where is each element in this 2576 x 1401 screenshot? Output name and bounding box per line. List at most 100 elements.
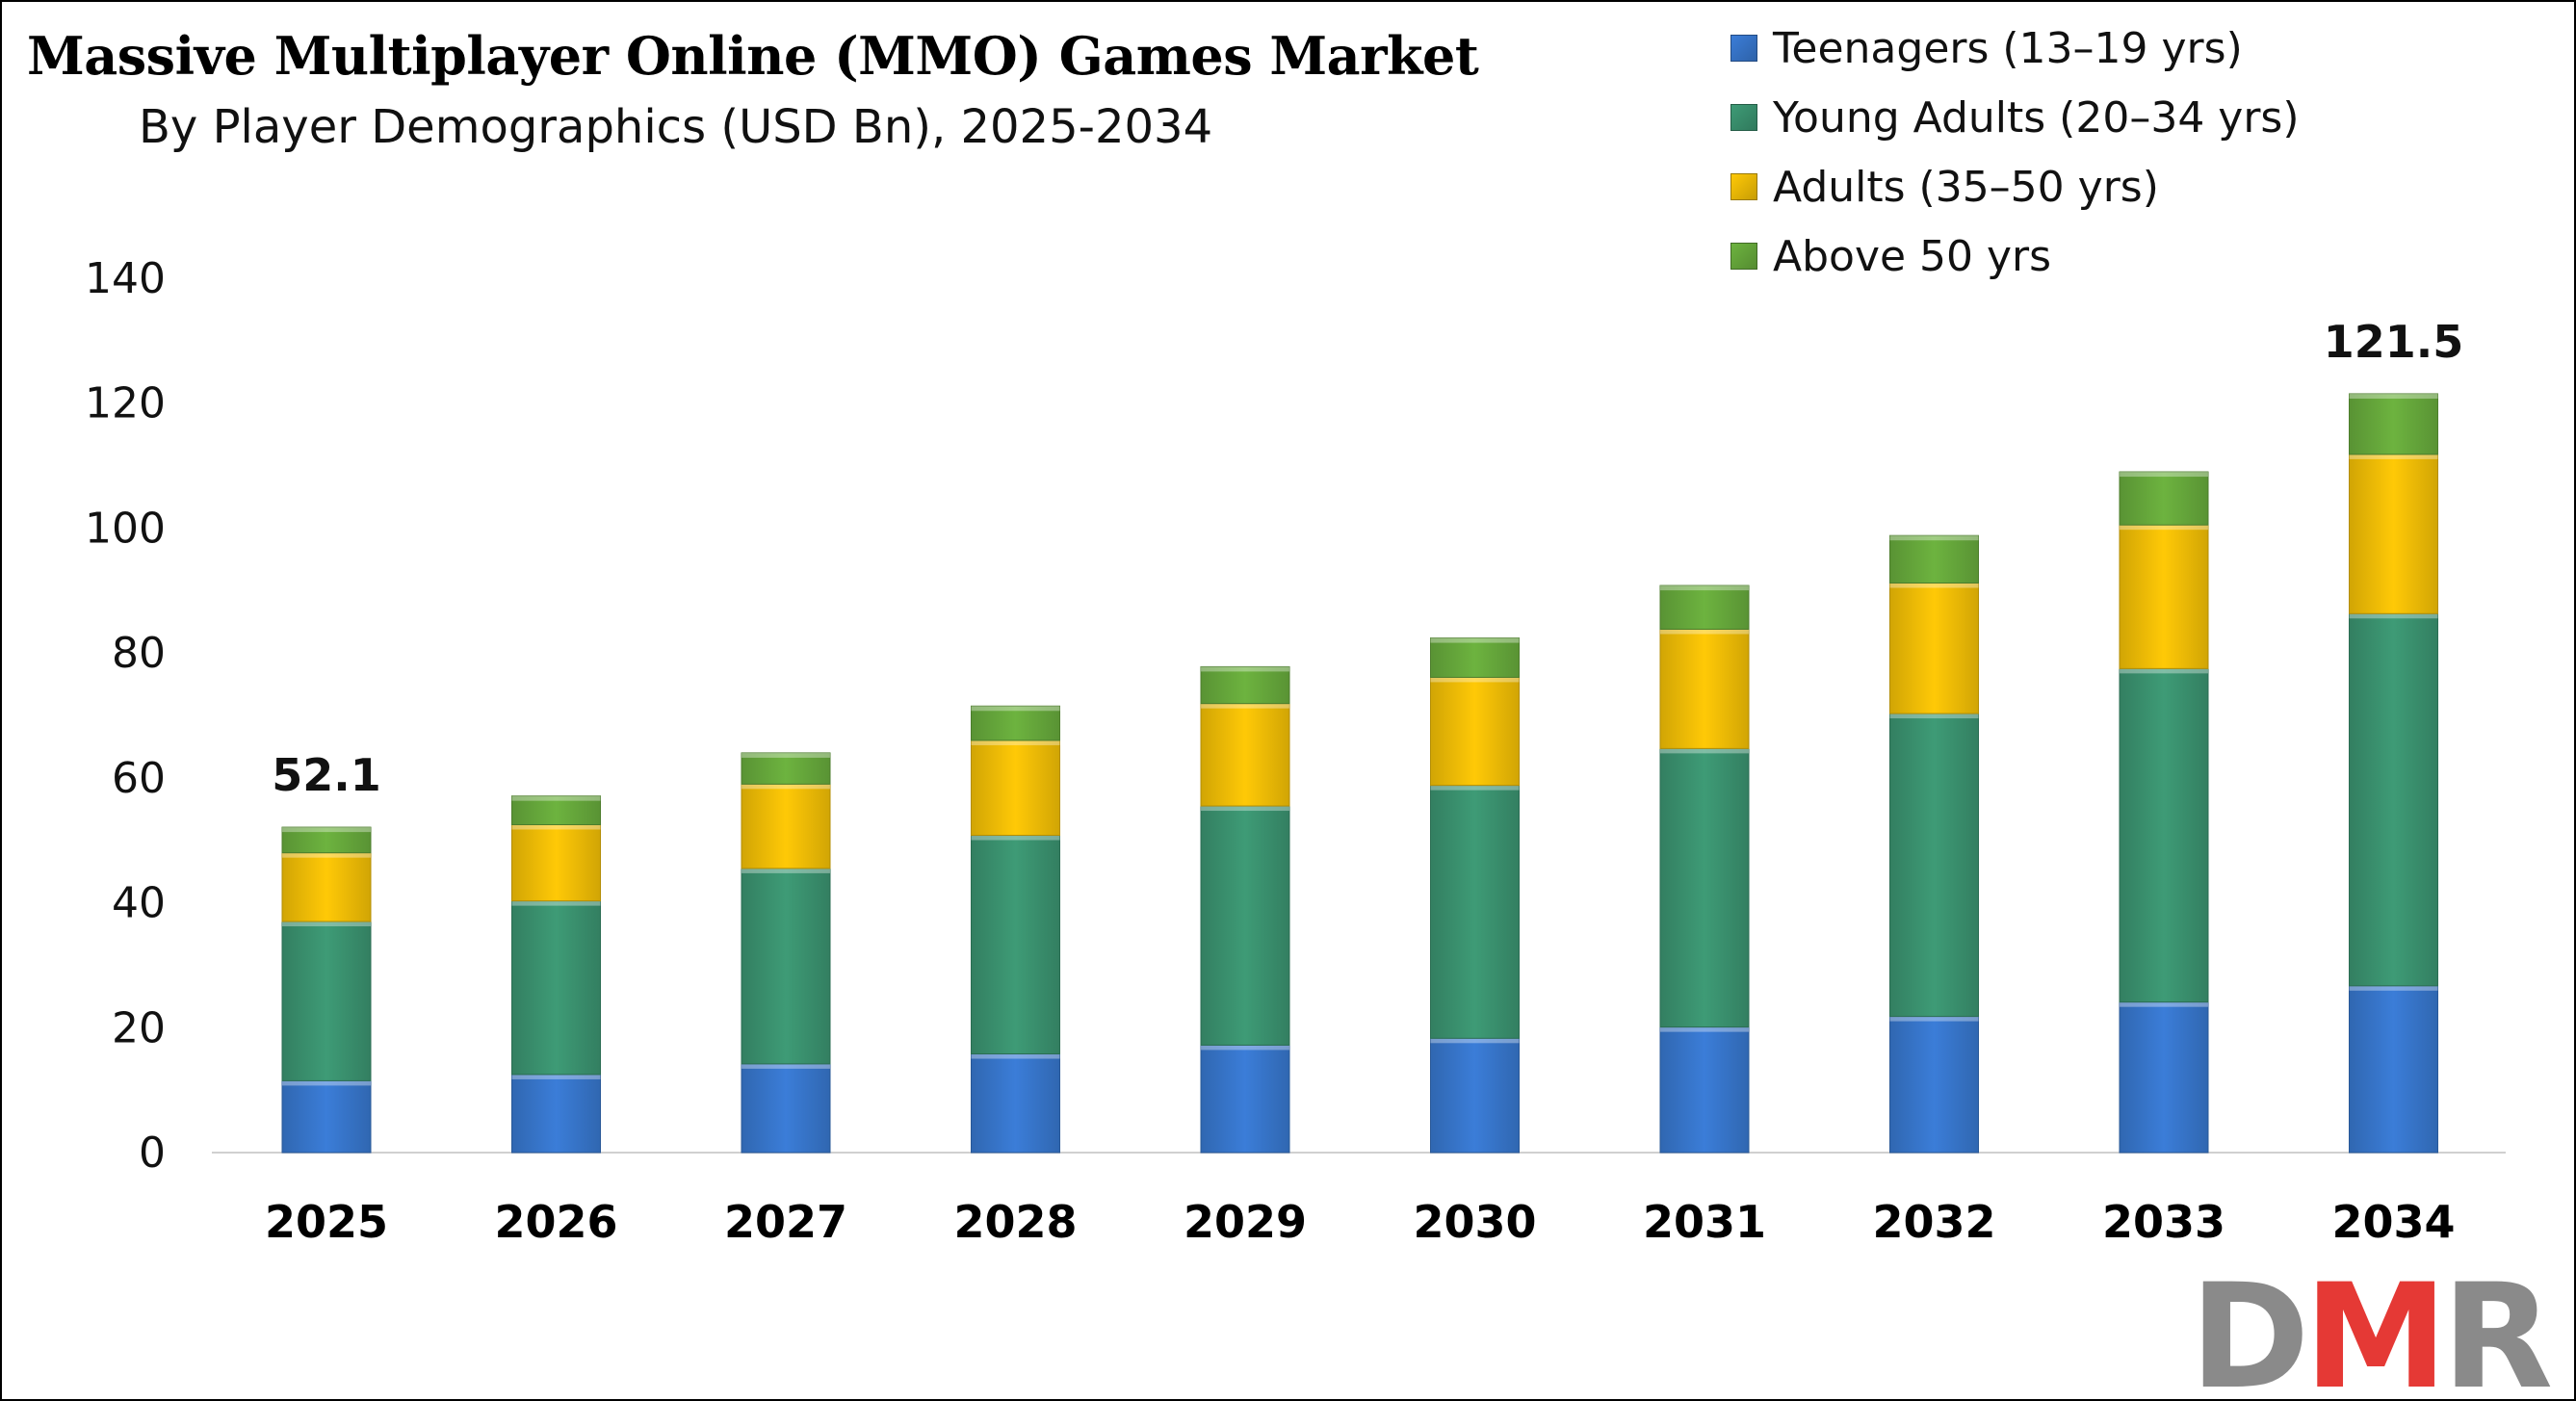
legend-label: Adults (35–50 yrs): [1773, 162, 2159, 212]
bar-segment: [1200, 665, 1290, 705]
legend-swatch: [1730, 104, 1757, 131]
bar-segment: [1659, 747, 1750, 1028]
dmr-logo: DMR: [2190, 1271, 2557, 1396]
bar-segment: [1889, 583, 1979, 714]
y-tick-label: 80: [112, 629, 166, 678]
bar-segment: [1430, 785, 1520, 1039]
y-tick-label: 40: [112, 879, 166, 928]
bar-segment: [971, 1053, 1060, 1154]
x-tick-label: 2031: [1643, 1196, 1766, 1248]
bar-segment-highlight: [742, 1063, 830, 1069]
x-tick-label: 2032: [1872, 1196, 1995, 1248]
bar-segment-highlight: [282, 1080, 371, 1086]
bar-segment-highlight: [1201, 806, 1289, 812]
bar-segment: [511, 900, 601, 1076]
bar-segment-highlight: [971, 835, 1060, 841]
legend-item: Above 50 yrs: [1730, 221, 2300, 291]
bar-segment-highlight: [971, 739, 1060, 745]
legend-item: Young Adults (20–34 yrs): [1730, 83, 2300, 152]
bar-segment: [1659, 1026, 1750, 1154]
bar-segment: [1200, 1044, 1290, 1154]
bar-segment-highlight: [742, 868, 830, 873]
x-tick-label: 2034: [2331, 1196, 2455, 1248]
x-tick-label: 2033: [2102, 1196, 2225, 1248]
x-tick-label: 2030: [1413, 1196, 1536, 1248]
x-tick-label: 2026: [494, 1196, 617, 1248]
bar-segment-highlight: [742, 752, 830, 758]
bar-segment-highlight: [2349, 985, 2438, 991]
bar-segment: [1200, 703, 1290, 807]
bar-segment-highlight: [511, 1074, 601, 1079]
bar-segment-highlight: [2349, 393, 2438, 399]
bar-total-label: 121.5: [2324, 316, 2464, 368]
legend-item: Teenagers (13–19 yrs): [1730, 13, 2300, 83]
bar-segment: [2349, 612, 2438, 987]
bar-segment: [1430, 676, 1520, 787]
bar-segment-highlight: [282, 852, 371, 858]
bar-segment: [971, 739, 1060, 837]
bar-segment-highlight: [1430, 677, 1520, 683]
chart-subtitle: By Player Demographics (USD Bn), 2025-20…: [139, 100, 1213, 154]
bar-segment: [2119, 667, 2209, 1003]
bar-segment: [281, 1079, 372, 1154]
bar-segment-highlight: [1430, 1038, 1520, 1044]
bar-segment-highlight: [282, 921, 371, 927]
x-tick-label: 2029: [1184, 1196, 1307, 1248]
x-tick-label: 2027: [724, 1196, 847, 1248]
bar-segment-highlight: [1430, 637, 1520, 643]
bar-segment-highlight: [1201, 666, 1289, 672]
logo-mark: DMR: [2190, 1271, 2551, 1396]
bar-segment-highlight: [282, 827, 371, 833]
bar-segment-highlight: [2349, 613, 2438, 619]
bar-segment-highlight: [1660, 585, 1749, 591]
bar-segment: [741, 752, 831, 785]
bar-segment-highlight: [1889, 713, 1979, 719]
bar-segment: [281, 921, 372, 1081]
bar-segment: [1659, 628, 1750, 749]
x-tick-label: 2025: [265, 1196, 388, 1248]
bar-segment: [971, 705, 1060, 741]
bar-segment: [1430, 1037, 1520, 1154]
y-tick-label: 120: [85, 379, 166, 428]
y-tick-label: 100: [85, 504, 166, 553]
bar-segment-highlight: [511, 795, 601, 801]
bar-segment: [2119, 524, 2209, 669]
legend: Teenagers (13–19 yrs) Young Adults (20–34…: [1730, 13, 2300, 291]
bar-segment-highlight: [1889, 535, 1979, 541]
bar-segment-highlight: [2349, 454, 2438, 459]
x-tick-label: 2028: [953, 1196, 1077, 1248]
legend-label: Teenagers (13–19 yrs): [1773, 23, 2243, 73]
bar-segment-highlight: [1889, 583, 1979, 588]
bar-segment: [281, 826, 372, 854]
bar-segment: [1889, 1016, 1979, 1154]
bar-segment-highlight: [1201, 703, 1289, 709]
bar-segment-highlight: [2120, 668, 2208, 674]
bar-segment: [1659, 584, 1750, 630]
bar-segment-highlight: [1889, 1016, 1979, 1022]
chart-title: Massive Multiplayer Online (MMO) Games M…: [27, 25, 1479, 87]
y-tick-label: 60: [112, 754, 166, 803]
legend-label: Young Adults (20–34 yrs): [1773, 92, 2300, 143]
bar-segment-highlight: [1660, 748, 1749, 754]
y-tick-label: 0: [139, 1129, 166, 1178]
bar-segment-highlight: [1430, 785, 1520, 791]
bar-segment: [741, 1063, 831, 1154]
bar-segment-highlight: [1201, 1045, 1289, 1051]
bar-segment-highlight: [2120, 525, 2208, 531]
bar-segment: [2119, 471, 2209, 526]
bar-segment: [971, 835, 1060, 1055]
legend-swatch: [1730, 35, 1757, 62]
bar-segment: [1200, 805, 1290, 1046]
bar-segment: [2349, 985, 2438, 1154]
legend-swatch: [1730, 173, 1757, 200]
bar-segment-highlight: [511, 824, 601, 830]
bar-segment: [741, 783, 831, 869]
bar-segment: [511, 795, 601, 825]
bar-segment: [2349, 454, 2438, 614]
bar-segment-highlight: [511, 900, 601, 906]
legend-swatch: [1730, 243, 1757, 270]
bar-segment: [511, 824, 601, 902]
y-tick-label: 140: [85, 254, 166, 303]
bar-segment: [281, 852, 372, 922]
